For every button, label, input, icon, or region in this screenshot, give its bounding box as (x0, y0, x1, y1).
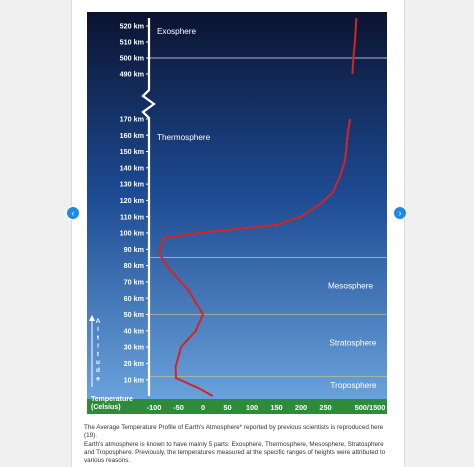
x-tick-label: 100 (246, 403, 258, 412)
x-tick-label-far: 500/1500 (355, 403, 386, 412)
x-tick-label: 250 (319, 403, 331, 412)
sky-background (87, 12, 387, 414)
y-tick-label: 110 km (120, 212, 144, 221)
y-axis-title-letter: e (96, 375, 100, 382)
y-axis-title-letter: d (96, 367, 100, 374)
y-tick-label: 90 km (124, 245, 144, 254)
y-tick-label: 80 km (124, 261, 144, 270)
figure-caption: The Average Temperature Profile of Earth… (84, 424, 390, 465)
ground-strip (87, 399, 387, 414)
y-tick-label: 150 km (120, 147, 144, 156)
y-axis-title-letter: A (96, 318, 101, 325)
y-tick-label: 120 km (120, 196, 144, 205)
temperature-profile-line-upper (351, 17, 358, 75)
y-tick-label: 50 km (124, 310, 144, 319)
y-tick-label: 520 km (120, 22, 144, 31)
x-axis-title: (Celsius) (91, 404, 121, 411)
y-tick-label: 60 km (124, 294, 144, 303)
x-tick-label: -50 (173, 403, 184, 412)
altitude-axis (141, 18, 156, 396)
y-axis-title-letter: l (97, 326, 99, 333)
previous-figure-button[interactable]: ‹ (67, 207, 79, 219)
y-axis-title-letter: t (97, 351, 100, 358)
x-tick-label: 0 (201, 403, 205, 412)
y-tick-label: 490 km (120, 70, 144, 79)
x-axis-title: Temperature (91, 396, 133, 403)
y-axis-title-letter: u (96, 359, 100, 366)
temperature-profile-chart: 10 km 20 km 30 km 40 km 50 km 60 km 70 km 80 km… (87, 12, 387, 414)
x-tick-label: 200 (295, 403, 307, 412)
layer-label: Thermosphere (157, 133, 211, 142)
next-figure-button[interactable]: › (394, 207, 406, 219)
y-tick-label: 10 km (124, 375, 144, 384)
y-tick-label: 70 km (124, 278, 144, 287)
y-tick-label: 510 km (120, 38, 144, 47)
temperature-profile-line (157, 118, 351, 397)
y-axis-title-letter: i (97, 343, 99, 350)
atmosphere-temperature-figure: 10 km 20 km 30 km 40 km 50 km 60 km 70 km 80 km… (87, 12, 387, 414)
caption-line-2: Earth's atmosphere is known to have main… (84, 440, 386, 465)
layer-label: Troposphere (330, 381, 377, 390)
y-tick-label: 160 km (120, 131, 144, 140)
layer-label: Exosphere (157, 27, 197, 36)
altitude-arrow-head-icon (89, 315, 95, 321)
chevron-right-icon: › (398, 208, 402, 218)
layer-label: Stratosphere (329, 338, 376, 347)
y-tick-label: 20 km (124, 359, 144, 368)
y-tick-label: 170 km (120, 115, 144, 124)
y-tick-label: 500 km (120, 54, 144, 63)
layer-label: Mesosphere (328, 281, 374, 290)
x-tick-label: 50 (223, 403, 231, 412)
x-tick-label: -100 (147, 403, 162, 412)
x-tick-label: 150 (270, 403, 282, 412)
y-tick-label: 100 km (120, 229, 144, 238)
y-tick-label: 40 km (124, 326, 144, 335)
caption-line-1: The Average Temperature Profile of Earth… (84, 424, 384, 440)
y-tick-label: 30 km (124, 343, 144, 352)
y-axis-title-letter: t (97, 334, 100, 341)
chevron-left-icon: ‹ (71, 208, 75, 218)
y-tick-label: 140 km (120, 163, 144, 172)
y-tick-label: 130 km (120, 180, 144, 189)
